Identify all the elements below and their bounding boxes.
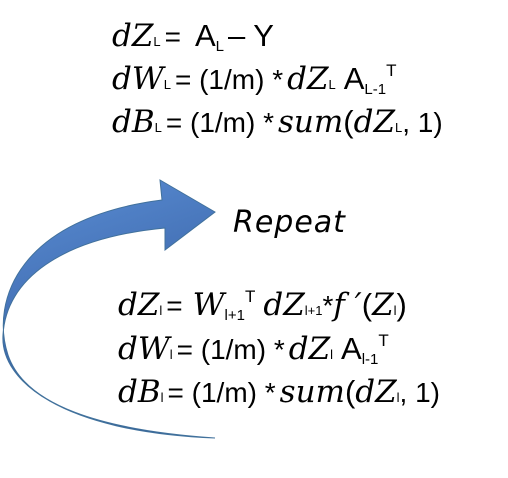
hidden-db-equation: dBl = (1/m) * sum(dZl, 1): [118, 374, 441, 410]
hidden-dz-equation: dZl = Wl+1T dZl+1*f ′(Zl): [118, 287, 407, 324]
repeat-label: Repeat: [233, 205, 346, 240]
output-dw-equation: dWL = (1/m) * dZL AL-1T: [112, 61, 397, 98]
curved-arrow-icon: [2, 179, 216, 439]
output-db-equation: dBL = (1/m) * sum(dZL, 1): [112, 104, 443, 140]
hidden-dw-equation: dWl = (1/m) * dZl Al-1T: [118, 331, 389, 368]
output-dz-equation: dZL = AL – Y: [112, 18, 274, 55]
